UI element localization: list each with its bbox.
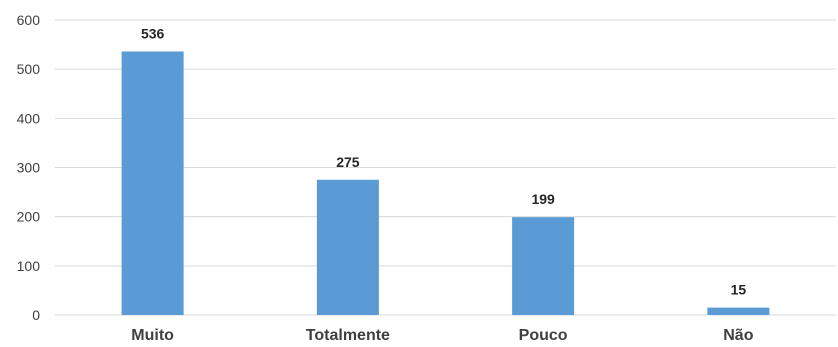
x-category-label: Não xyxy=(723,327,753,344)
y-axis-ticks: 0 100 200 300 400 500 600 xyxy=(17,12,41,323)
bar xyxy=(707,307,770,315)
y-tick-label: 400 xyxy=(17,110,41,126)
x-category-label: Totalmente xyxy=(306,327,390,344)
y-tick-label: 0 xyxy=(32,307,40,323)
y-tick-label: 300 xyxy=(17,160,41,176)
data-label: 536 xyxy=(141,25,165,41)
y-tick-label: 600 xyxy=(17,12,41,28)
data-label: 15 xyxy=(731,282,747,298)
y-tick-label: 500 xyxy=(17,61,41,77)
bar xyxy=(121,51,184,315)
gridlines xyxy=(55,19,836,316)
data-label: 199 xyxy=(531,191,555,207)
bars xyxy=(121,51,770,315)
bar xyxy=(512,217,575,315)
x-axis-categories: Muito Totalmente Pouco Não xyxy=(131,327,753,344)
data-labels: 536 275 199 15 xyxy=(141,25,746,297)
y-tick-label: 200 xyxy=(17,209,41,225)
x-category-label: Pouco xyxy=(519,327,568,344)
data-label: 275 xyxy=(336,154,360,170)
x-category-label: Muito xyxy=(131,327,174,344)
y-tick-label: 100 xyxy=(17,258,41,274)
bar xyxy=(316,179,379,315)
